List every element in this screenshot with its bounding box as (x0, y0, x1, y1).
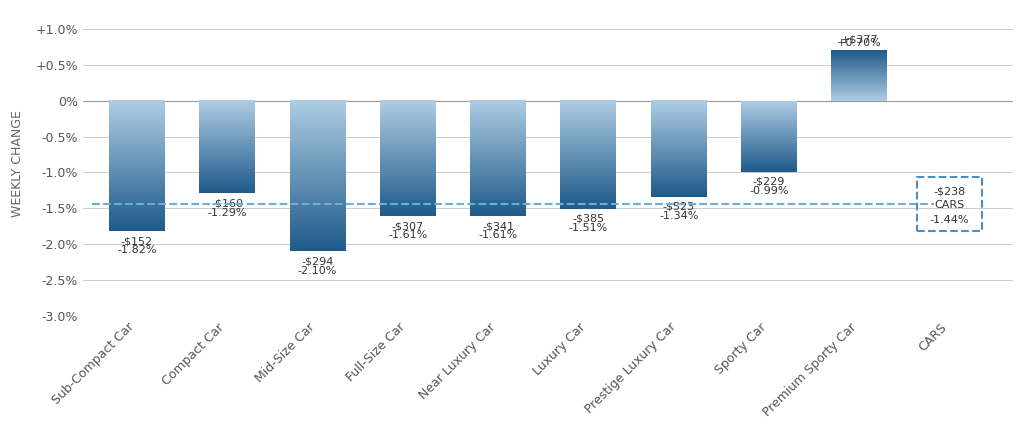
Text: +$377: +$377 (841, 35, 879, 45)
Text: -$152: -$152 (121, 236, 153, 246)
Text: -1.51%: -1.51% (568, 223, 608, 233)
Text: CARS: CARS (935, 200, 965, 210)
Text: -1.34%: -1.34% (659, 211, 698, 221)
Text: -$238: -$238 (934, 186, 966, 196)
Y-axis label: WEEKLY CHANGE: WEEKLY CHANGE (11, 110, 25, 217)
Text: -$341: -$341 (482, 221, 514, 231)
Text: -1.61%: -1.61% (478, 230, 518, 240)
Text: -1.82%: -1.82% (117, 246, 157, 255)
Text: -$307: -$307 (392, 221, 424, 231)
Text: -2.10%: -2.10% (298, 266, 337, 276)
Text: -$160: -$160 (211, 198, 244, 208)
Text: +0.70%: +0.70% (837, 38, 882, 49)
Text: -$229: -$229 (753, 177, 785, 187)
Text: -1.44%: -1.44% (930, 215, 970, 225)
Text: -1.29%: -1.29% (208, 208, 247, 218)
Text: -$294: -$294 (301, 256, 334, 266)
Text: -$523: -$523 (663, 202, 695, 212)
Text: -1.61%: -1.61% (388, 230, 427, 240)
Text: -0.99%: -0.99% (750, 186, 788, 196)
Bar (918, 177, 982, 231)
Text: -$385: -$385 (572, 214, 604, 224)
